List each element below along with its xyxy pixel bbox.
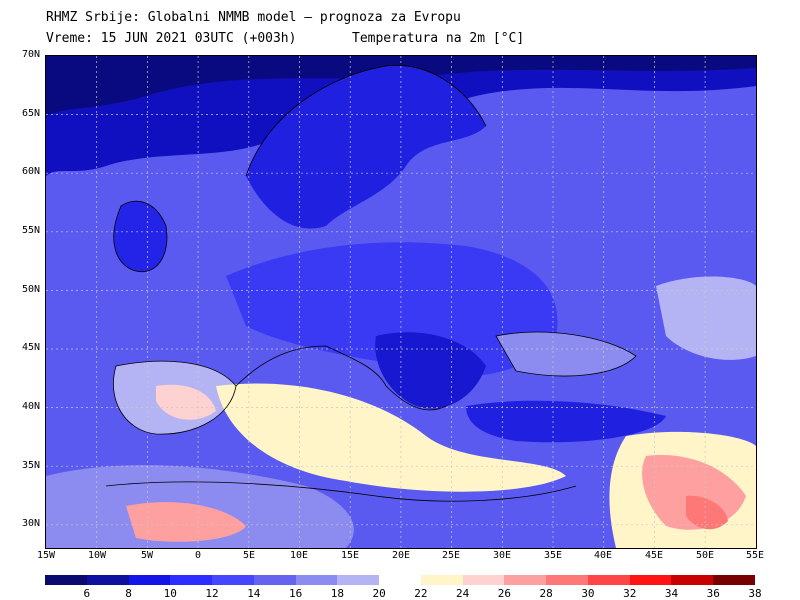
legend-swatch — [86, 575, 129, 585]
mediterranean-area — [216, 383, 566, 492]
anatolia-area — [466, 400, 666, 443]
legend-swatch — [587, 575, 631, 585]
legend-tick-label: 28 — [539, 587, 553, 600]
lat-label: 40N — [21, 401, 40, 412]
legend-tick-label: 22 — [414, 587, 428, 600]
cold-north-area — [46, 56, 756, 176]
forecast-time: Vreme: 15 JUN 2021 03UTC (+003h) — [46, 31, 297, 46]
legend-swatch — [713, 575, 756, 585]
iberia-warm-spot — [156, 384, 216, 420]
legend-swatch — [295, 575, 338, 585]
legend-swatch — [462, 575, 505, 585]
color-legend — [45, 575, 756, 585]
sahara-warm-area — [126, 502, 246, 542]
scandinavia-area — [246, 65, 486, 229]
lon-label: 45E — [644, 550, 664, 561]
lat-label: 35N — [21, 460, 40, 471]
legend-swatch — [212, 575, 255, 585]
variable-name: Temperatura na 2m [°C] — [352, 31, 525, 46]
temperature-map — [45, 55, 757, 549]
lon-label: 55E — [745, 550, 765, 561]
legend-swatch — [337, 575, 380, 585]
legend-tick-label: 24 — [456, 587, 470, 600]
lon-label: 15W — [36, 550, 56, 561]
lat-label: 65N — [21, 108, 40, 119]
legend-swatch — [379, 575, 422, 585]
legend-tick-label: 8 — [125, 587, 132, 600]
legend-swatch — [420, 575, 464, 585]
lon-label: 30E — [492, 550, 512, 561]
legend-swatch — [629, 575, 672, 585]
lat-label: 60N — [21, 166, 40, 177]
lon-label: 50E — [695, 550, 715, 561]
map-canvas — [46, 56, 756, 548]
coldest-north-area — [46, 56, 756, 116]
lon-label: 5E — [242, 550, 256, 561]
lon-label: 5W — [140, 550, 154, 561]
lat-label: 70N — [21, 49, 40, 60]
legend-tick-label: 12 — [205, 587, 219, 600]
middle-east-hot-spot — [686, 495, 728, 530]
lon-label: 40E — [593, 550, 613, 561]
graticule — [46, 56, 756, 548]
legend-tick-label: 38 — [748, 587, 762, 600]
lon-label: 10E — [289, 550, 309, 561]
legend-tick-label: 34 — [664, 587, 679, 600]
legend-tick-label: 14 — [247, 587, 261, 600]
lon-label: 20E — [391, 550, 411, 561]
lon-label: 25E — [441, 550, 461, 561]
lat-label: 55N — [21, 225, 40, 236]
legend-tick-label: 10 — [163, 587, 177, 600]
legend-tick-label: 18 — [330, 587, 344, 600]
lon-label: 0 — [194, 550, 202, 561]
legend-swatch — [546, 575, 589, 585]
legend-tick-label: 16 — [288, 587, 303, 600]
black-sea-area — [496, 332, 636, 376]
lon-label: 15E — [340, 550, 360, 561]
legend-tick-label: 36 — [706, 587, 720, 600]
legend-swatch — [170, 575, 213, 585]
legend-swatch — [253, 575, 297, 585]
legend-swatch — [45, 575, 88, 585]
legend-tick-label: 6 — [83, 587, 91, 600]
legend-tick-label: 30 — [581, 587, 595, 600]
lon-label: 10W — [87, 550, 107, 561]
balkans-area — [375, 332, 486, 409]
lat-label: 50N — [21, 284, 40, 295]
legend-tick-label: 20 — [372, 587, 386, 600]
lon-label: 35E — [543, 550, 563, 561]
legend-swatch — [128, 575, 171, 585]
legend-tick-label: 26 — [497, 587, 512, 600]
coastlines — [105, 64, 637, 502]
legend-swatch — [671, 575, 714, 585]
legend-tick-label: 32 — [623, 587, 637, 600]
central-europe-area — [226, 242, 558, 376]
legend-swatch — [504, 575, 547, 585]
lat-label: 45N — [21, 342, 40, 353]
chart-title: RHMZ Srbije: Globalni NMMB model – progn… — [46, 10, 461, 25]
british-isles-area — [113, 201, 167, 272]
lat-label: 30N — [21, 518, 40, 529]
caspian-area — [656, 276, 756, 360]
